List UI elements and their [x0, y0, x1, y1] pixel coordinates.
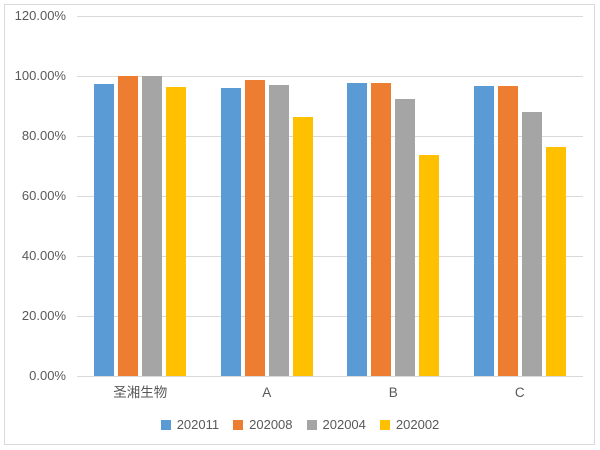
bar-202008-cat3: [497, 85, 518, 376]
y-tick-label-20: 20.00%: [21, 308, 66, 323]
gridline-20: [77, 315, 583, 317]
legend-swatch-icon: [233, 419, 244, 430]
x-category-label-2: B: [388, 385, 398, 400]
bar-202002-cat0: [166, 86, 187, 376]
bar-202011-cat2: [347, 82, 368, 376]
bar-202011-cat1: [220, 88, 241, 376]
plot-area: [77, 15, 583, 377]
legend: 202011 202008 202004 202002: [0, 417, 600, 432]
bar-202008-cat2: [371, 82, 392, 376]
bar-202002-cat3: [545, 146, 566, 376]
bar-202004-cat1: [268, 85, 289, 376]
legend-label: 202008: [249, 417, 293, 432]
bar-202011-cat0: [94, 84, 115, 376]
legend-swatch-icon: [160, 419, 171, 430]
y-tick-label-60: 60.00%: [21, 188, 66, 203]
gridline-120: [77, 15, 583, 17]
legend-swatch-icon: [379, 419, 390, 430]
gridline-0: [77, 375, 583, 377]
legend-item-202002: 202002: [379, 417, 440, 432]
y-tick-label-0: 0.00%: [29, 368, 66, 383]
bar-202002-cat2: [419, 154, 440, 376]
y-tick-label-120: 120.00%: [14, 8, 66, 23]
legend-item-202004: 202004: [306, 417, 366, 432]
gridline-40: [77, 255, 583, 257]
bar-202008-cat0: [118, 76, 139, 376]
legend-label: 202004: [322, 417, 366, 432]
y-tick-label-100: 100.00%: [14, 68, 66, 83]
y-tick-label-80: 80.00%: [21, 128, 66, 143]
x-category-label-3: C: [514, 385, 525, 400]
legend-label: 202011: [176, 417, 220, 432]
chart-border: [4, 4, 595, 445]
y-tick-label-40: 40.00%: [21, 248, 66, 263]
legend-item-202008: 202008: [233, 417, 293, 432]
bar-202011-cat3: [473, 85, 494, 376]
gridline-60: [77, 195, 583, 197]
bar-202004-cat3: [521, 111, 542, 376]
legend-item-202011: 202011: [160, 417, 220, 432]
bar-202002-cat1: [292, 117, 313, 376]
bar-202004-cat0: [142, 76, 163, 376]
legend-label: 202002: [395, 417, 440, 432]
gridline-100: [77, 75, 583, 77]
bar-202008-cat1: [244, 79, 265, 376]
legend-swatch-icon: [306, 419, 317, 430]
x-category-label-0: 圣湘生物: [113, 385, 168, 400]
gridline-80: [77, 135, 583, 137]
x-category-label-1: A: [262, 385, 272, 400]
bar-202004-cat2: [395, 99, 416, 376]
